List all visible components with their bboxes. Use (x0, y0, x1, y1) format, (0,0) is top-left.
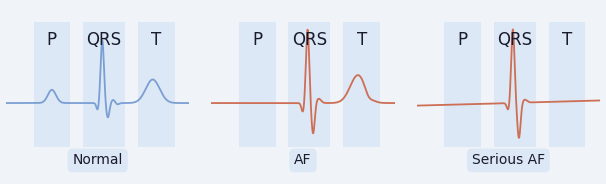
Text: Normal: Normal (73, 153, 123, 167)
Bar (288, 22, 330, 147)
Text: Serious AF: Serious AF (471, 153, 545, 167)
Bar (83, 22, 125, 147)
Text: T: T (356, 31, 367, 49)
Text: T: T (152, 31, 161, 49)
Bar (548, 22, 585, 147)
Text: P: P (252, 31, 262, 49)
Text: QRS: QRS (292, 31, 327, 49)
Text: P: P (47, 31, 57, 49)
Bar (33, 22, 70, 147)
Text: QRS: QRS (87, 31, 122, 49)
Bar (494, 22, 536, 147)
Bar (239, 22, 276, 147)
Bar (138, 22, 175, 147)
Text: T: T (562, 31, 572, 49)
Text: AF: AF (295, 153, 311, 167)
Bar (344, 22, 380, 147)
Text: P: P (458, 31, 468, 49)
Text: QRS: QRS (497, 31, 532, 49)
Bar (444, 22, 481, 147)
